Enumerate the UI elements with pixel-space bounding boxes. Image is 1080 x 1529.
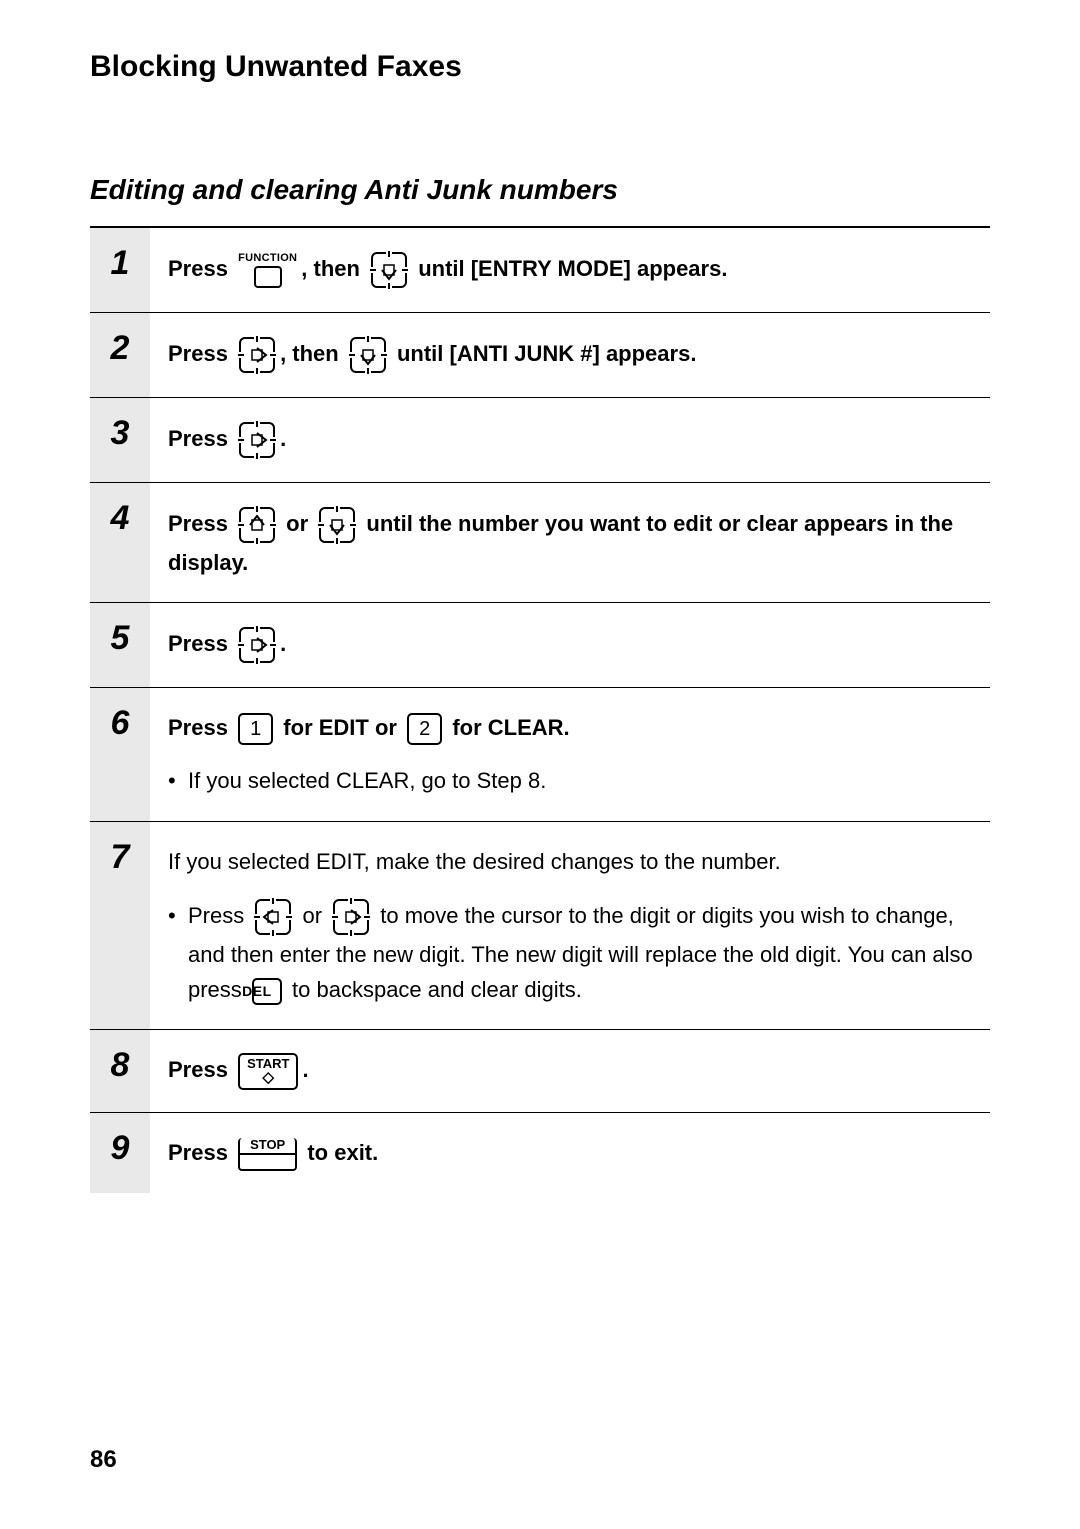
step-number: 5 [111, 621, 130, 655]
step-body: Press . [150, 625, 990, 665]
nav-right-icon [237, 420, 277, 460]
section-title: Editing and clearing Anti Junk numbers [90, 174, 990, 206]
nav-right-icon [237, 335, 277, 375]
step-number-cell: 7 [90, 822, 150, 1030]
instruction-text: Press [168, 1140, 234, 1165]
instruction-text: Press [168, 631, 234, 656]
step-main-line: Press STOP to exit. [168, 1135, 990, 1171]
step-number: 4 [111, 501, 130, 535]
digit-key: 2 [407, 713, 442, 745]
step-row: 6 Press 1 for EDIT or 2 for CLEAR. If you … [90, 688, 990, 821]
step-main-line: Press . [168, 625, 990, 665]
instruction-text: for CLEAR. [446, 715, 569, 740]
step-number-cell: 2 [90, 313, 150, 397]
digit-key: 1 [238, 713, 273, 745]
step-number-cell: 6 [90, 688, 150, 820]
instruction-text: , then [301, 256, 366, 281]
nav-right-icon [237, 625, 277, 665]
step-row: 3 Press . [90, 398, 990, 483]
step-main-line: If you selected EDIT, make the desired c… [168, 844, 990, 879]
step-main-line: Press FUNCTION , then until [ENTRY MODE]… [168, 250, 990, 290]
step-body: Press 1 for EDIT or 2 for CLEAR. If you s… [150, 710, 990, 798]
step-row: 2 Press , then until [ANTI JUNK #] appear… [90, 313, 990, 398]
instruction-text: or [280, 511, 314, 536]
step-number: 1 [111, 246, 130, 280]
step-body: Press START◇. [150, 1052, 990, 1090]
instruction-text: Press [188, 903, 250, 928]
step-body: Press FUNCTION , then until [ENTRY MODE]… [150, 250, 990, 290]
nav-left-icon [253, 897, 293, 937]
step-number-cell: 4 [90, 483, 150, 602]
nav-down-icon [369, 250, 409, 290]
nav-down-icon [348, 335, 388, 375]
step-row: 9 Press STOP to exit. [90, 1113, 990, 1193]
instruction-text: . [302, 1057, 308, 1082]
step-row: 7 If you selected EDIT, make the desired … [90, 822, 990, 1031]
step-number: 7 [111, 840, 130, 874]
instruction-text: until [ANTI JUNK #] appears. [391, 341, 697, 366]
instruction-text: , then [280, 341, 345, 366]
instruction-text: or [296, 903, 328, 928]
step-main-line: Press . [168, 420, 990, 460]
step-row: 4 Press or until the number you want to e… [90, 483, 990, 603]
steps-list: 1Press FUNCTION , then until [ENTRY MODE… [90, 228, 990, 1193]
instruction-text: to backspace and clear digits. [286, 977, 582, 1002]
instruction-text: If you selected CLEAR, go to Step 8. [188, 768, 546, 793]
step-bullet: Press or to move the cursor to the digit… [168, 897, 990, 1007]
step-bullet: If you selected CLEAR, go to Step 8. [168, 763, 990, 798]
nav-down-icon [317, 505, 357, 545]
instruction-text: If you selected EDIT, make the desired c… [168, 849, 781, 874]
page-number: 86 [90, 1446, 117, 1474]
start-key: START◇ [238, 1053, 298, 1090]
step-number: 9 [111, 1131, 130, 1165]
step-number: 3 [111, 416, 130, 450]
instruction-text: Press [168, 1057, 234, 1082]
instruction-text: . [280, 426, 286, 451]
instruction-text: to exit. [301, 1140, 378, 1165]
step-number-cell: 5 [90, 603, 150, 687]
instruction-text: Press [168, 715, 234, 740]
step-number-cell: 1 [90, 228, 150, 312]
step-body: Press STOP to exit. [150, 1135, 990, 1171]
step-number: 6 [111, 706, 130, 740]
step-body: Press , then until [ANTI JUNK #] appears… [150, 335, 990, 375]
step-row: 8 Press START◇. [90, 1030, 990, 1113]
step-number: 2 [111, 331, 130, 365]
del-key: DEL [252, 978, 282, 1005]
step-number-cell: 8 [90, 1030, 150, 1112]
step-number-cell: 9 [90, 1113, 150, 1193]
step-row: 5 Press . [90, 603, 990, 688]
step-number: 8 [111, 1048, 130, 1082]
instruction-text: for EDIT or [277, 715, 403, 740]
instruction-text: Press [168, 511, 234, 536]
instruction-text: . [280, 631, 286, 656]
instruction-text: Press [168, 256, 234, 281]
main-title: Blocking Unwanted Faxes [90, 50, 990, 84]
function-key-icon: FUNCTION [238, 253, 297, 288]
step-body: Press or until the number you want to ed… [150, 505, 990, 580]
instruction-text: until [ENTRY MODE] appears. [412, 256, 727, 281]
step-main-line: Press or until the number you want to ed… [168, 505, 990, 580]
step-number-cell: 3 [90, 398, 150, 482]
instruction-text: Press [168, 426, 234, 451]
nav-up-icon [237, 505, 277, 545]
step-row: 1 Press FUNCTION , then until [ENTRY MODE… [90, 228, 990, 313]
stop-key: STOP [238, 1138, 297, 1171]
step-main-line: Press , then until [ANTI JUNK #] appears… [168, 335, 990, 375]
step-main-line: Press START◇. [168, 1052, 990, 1090]
instruction-text: Press [168, 341, 234, 366]
step-body: Press . [150, 420, 990, 460]
nav-right-icon [331, 897, 371, 937]
step-body: If you selected EDIT, make the desired c… [150, 844, 990, 1008]
step-main-line: Press 1 for EDIT or 2 for CLEAR. [168, 710, 990, 745]
